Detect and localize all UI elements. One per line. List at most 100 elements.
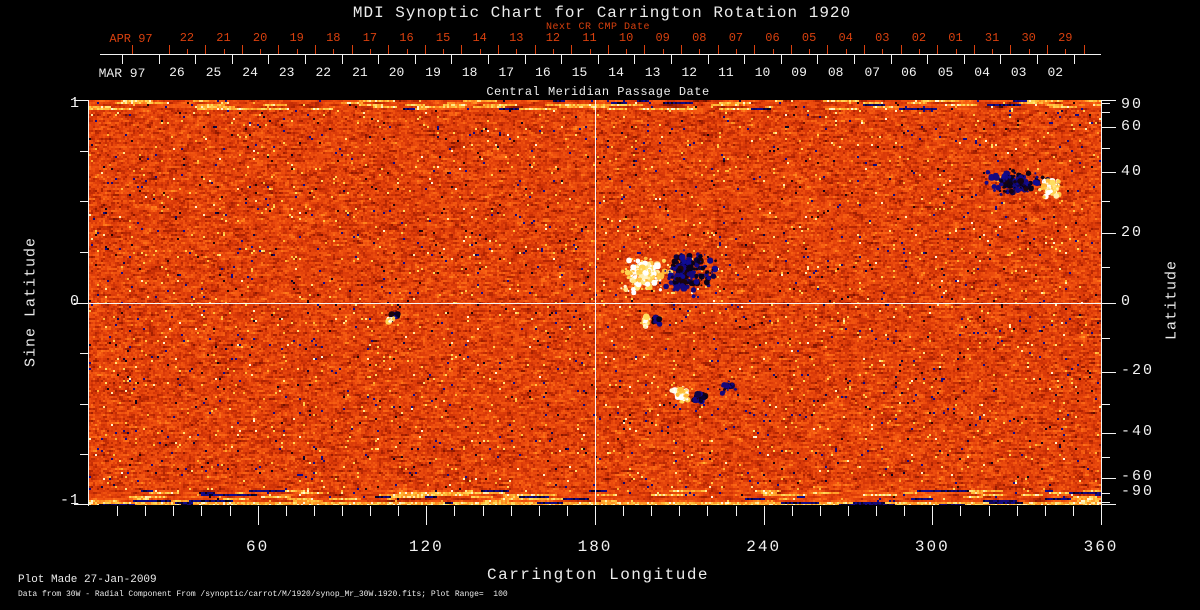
next-cr-day-label: 05: [801, 30, 817, 45]
next-cr-minor-tick: [260, 49, 261, 54]
x-major-tick: [764, 506, 765, 525]
y-right-major-tick: [1102, 504, 1116, 505]
next-cr-day-tick: [315, 45, 316, 54]
y-left-minor-tick: [80, 201, 88, 202]
x-tick-label: 60: [246, 538, 270, 557]
cmp-day-label: 06: [901, 64, 917, 80]
x-minor-tick: [567, 506, 568, 516]
next-cr-day-label: 29: [1058, 30, 1073, 45]
x-minor-tick: [201, 506, 202, 516]
next-cr-day-label: 20: [252, 30, 268, 45]
y-right-major-tick: [1102, 100, 1116, 101]
cmp-day-label: 18: [461, 64, 478, 80]
next-cr-minor-tick: [626, 49, 627, 54]
cmp-day-tick: [561, 55, 562, 64]
y-right-minor-tick: [1102, 502, 1110, 503]
x-minor-tick: [117, 506, 118, 516]
cmp-day-tick: [488, 55, 489, 64]
cmp-day-tick: [195, 55, 196, 64]
next-cr-day-tick: [132, 45, 133, 54]
next-cr-day-tick: [791, 45, 792, 54]
y-right-tick-label: 0: [1121, 293, 1133, 311]
next-cr-day-tick: [864, 45, 865, 54]
next-cr-day-label: 19: [289, 30, 304, 45]
next-cr-day-tick: [718, 45, 719, 54]
cmp-day-tick: [342, 55, 343, 64]
cmp-day-tick: [854, 55, 855, 64]
next-cr-day-label: 01: [948, 30, 963, 45]
y-right-tick-label: 60: [1121, 118, 1144, 136]
next-cr-day-label: 22: [179, 30, 195, 45]
next-cr-day-tick: [608, 45, 609, 54]
x-minor-tick: [820, 506, 821, 516]
cmp-day-tick: [415, 55, 416, 64]
cmp-day-label: 19: [425, 64, 441, 80]
y-right-major-tick: [1102, 433, 1116, 434]
y-right-minor-tick: [1102, 148, 1110, 149]
y-right-major-tick: [1102, 303, 1116, 304]
next-cr-day-tick: [169, 45, 170, 54]
y-left-tick-label: 1: [69, 94, 80, 112]
cmp-month-label: MAR 97: [98, 66, 146, 81]
next-cr-minor-tick: [553, 49, 554, 54]
plot-made-text: Plot Made 27-Jan-2009: [18, 574, 157, 586]
y-right-minor-tick: [1102, 404, 1110, 405]
y-left-tick-label: -1: [59, 491, 80, 509]
x-minor-tick: [736, 506, 737, 516]
next-cr-day-label: 10: [618, 30, 634, 45]
x-tick-label: 360: [1083, 538, 1119, 557]
x-minor-tick: [848, 506, 849, 516]
next-cr-day-tick: [1010, 45, 1011, 54]
y-left-minor-tick: [80, 353, 88, 354]
cmp-day-label: 16: [535, 64, 551, 80]
next-cr-day-tick: [754, 45, 755, 54]
cmp-axis-title: Central Meridian Passage Date: [486, 85, 710, 99]
x-minor-tick: [904, 506, 905, 516]
next-cr-day-label: 03: [875, 30, 890, 45]
next-cr-minor-tick: [516, 49, 517, 54]
next-cr-minor-tick: [1065, 49, 1066, 54]
x-minor-tick: [173, 506, 174, 516]
y-right-minor-tick: [1102, 493, 1110, 494]
next-cr-day-tick: [827, 45, 828, 54]
next-cr-day-tick: [681, 45, 682, 54]
next-cr-day-label: 15: [435, 30, 451, 45]
top-axis-line: [100, 54, 1101, 55]
x-minor-tick: [792, 506, 793, 516]
next-cr-cmp-date-label: Next CR CMP Date: [545, 22, 651, 33]
x-minor-tick: [342, 506, 343, 516]
cmp-day-label: 26: [169, 64, 185, 80]
x-tick-label: 120: [408, 538, 444, 557]
x-minor-tick: [960, 506, 961, 516]
x-minor-tick: [539, 506, 540, 516]
next-month-label: APR 97: [109, 32, 153, 46]
cmp-day-tick: [708, 55, 709, 64]
cmp-day-label: 21: [352, 64, 368, 80]
next-cr-day-label: 09: [655, 30, 670, 45]
cmp-day-tick: [817, 55, 818, 64]
cmp-day-label: 22: [315, 64, 332, 80]
next-cr-day-tick: [937, 45, 938, 54]
cmp-day-tick: [964, 55, 965, 64]
cmp-day-tick: [525, 55, 526, 64]
cmp-day-label: 20: [388, 64, 405, 80]
y-left-minor-tick: [80, 151, 88, 152]
x-minor-tick: [483, 506, 484, 516]
cmp-day-label: 02: [1047, 64, 1064, 80]
next-cr-day-tick: [425, 45, 426, 54]
next-cr-day-label: 18: [326, 30, 341, 45]
next-cr-minor-tick: [846, 49, 847, 54]
next-cr-minor-tick: [333, 49, 334, 54]
next-cr-day-label: 07: [728, 30, 744, 45]
y-right-tick-label: -60: [1121, 468, 1155, 486]
y-right-minor-tick: [1102, 457, 1110, 458]
next-cr-minor-tick: [370, 49, 371, 54]
next-cr-minor-tick: [297, 49, 298, 54]
next-cr-day-label: 31: [984, 30, 1000, 45]
y-right-minor-tick: [1102, 201, 1110, 202]
x-major-tick: [426, 506, 427, 525]
page-title: MDI Synoptic Chart for Carrington Rotati…: [352, 4, 852, 22]
next-cr-minor-tick: [773, 49, 774, 54]
x-tick-label: 180: [577, 538, 613, 557]
